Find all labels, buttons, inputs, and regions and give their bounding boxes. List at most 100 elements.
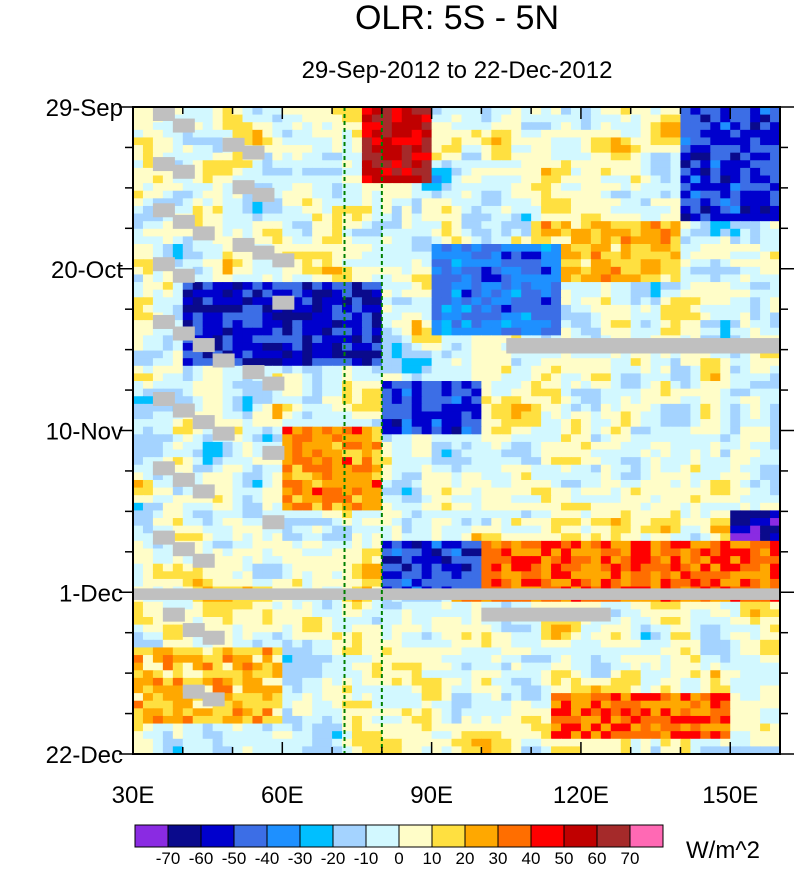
heatmap-cell xyxy=(242,358,254,367)
heatmap-cell xyxy=(570,259,582,268)
heatmap-cell xyxy=(133,266,144,276)
heatmap-cell xyxy=(272,609,283,618)
heatmap-cell xyxy=(391,213,403,222)
heatmap-cell xyxy=(262,426,273,435)
heatmap-cell xyxy=(590,677,602,687)
heatmap-cell xyxy=(152,540,164,550)
heatmap-cell xyxy=(391,556,403,565)
heatmap-cell xyxy=(162,327,174,336)
heatmap-cell xyxy=(411,434,423,443)
heatmap-cell xyxy=(770,434,781,443)
heatmap-cell xyxy=(620,388,632,397)
heatmap-cell xyxy=(730,388,741,397)
heatmap-cell xyxy=(690,670,701,679)
heatmap-cell xyxy=(710,578,721,588)
heatmap-cell xyxy=(152,228,164,237)
heatmap-cell xyxy=(431,563,443,572)
heatmap-cell xyxy=(202,266,214,276)
heatmap-cell xyxy=(252,533,263,542)
heatmap-cell xyxy=(441,632,453,641)
heatmap-cell xyxy=(740,266,751,276)
heatmap-cell xyxy=(381,434,393,443)
heatmap-cell xyxy=(282,487,293,496)
heatmap-cell xyxy=(282,426,293,435)
heatmap-cell xyxy=(760,388,771,397)
heatmap-cell xyxy=(700,190,711,199)
heatmap-cell xyxy=(441,160,453,169)
heatmap-cell xyxy=(531,129,542,139)
heatmap-cell xyxy=(401,213,413,222)
heatmap-cell xyxy=(342,548,353,557)
heatmap-cell xyxy=(491,289,502,298)
heatmap-cell xyxy=(620,616,632,626)
heatmap-cell xyxy=(282,358,293,367)
heatmap-cell xyxy=(650,122,662,131)
heatmap-cell xyxy=(590,396,602,405)
heatmap-cell xyxy=(511,426,522,435)
heatmap-cell xyxy=(610,487,622,496)
heatmap-cell xyxy=(391,388,403,397)
heatmap-cell xyxy=(690,403,701,413)
heatmap-cell xyxy=(610,175,622,184)
heatmap-cell xyxy=(660,205,672,215)
heatmap-cell xyxy=(411,472,423,481)
heatmap-cell xyxy=(133,259,144,268)
heatmap-cell xyxy=(461,320,473,329)
heatmap-cell xyxy=(660,479,672,489)
heatmap-cell xyxy=(720,251,731,260)
heatmap-cell xyxy=(371,685,383,694)
heatmap-cell xyxy=(202,312,214,321)
heatmap-cell xyxy=(242,479,254,489)
heatmap-cell xyxy=(322,449,333,458)
heatmap-cell xyxy=(431,670,443,679)
heatmap-cell xyxy=(152,434,164,443)
heatmap-cell xyxy=(730,518,741,527)
heatmap-cell xyxy=(262,495,273,504)
heatmap-cell xyxy=(222,632,234,641)
heatmap-cell xyxy=(750,251,761,260)
heatmap-cell xyxy=(401,487,413,496)
heatmap-cell xyxy=(162,175,174,184)
heatmap-cell xyxy=(770,578,781,588)
heatmap-cell xyxy=(222,419,234,428)
heatmap-cell xyxy=(491,434,502,443)
heatmap-cell xyxy=(710,137,721,146)
heatmap-cell xyxy=(501,457,512,466)
heatmap-cell xyxy=(361,304,373,314)
heatmap-cell xyxy=(511,190,522,199)
heatmap-cell xyxy=(730,297,741,306)
heatmap-cell xyxy=(521,122,532,131)
heatmap-cell xyxy=(272,495,283,504)
heatmap-cell xyxy=(391,282,403,291)
heatmap-cell xyxy=(212,335,224,344)
heatmap-cell xyxy=(670,259,682,268)
heatmap-cell xyxy=(770,205,781,215)
heatmap-cell xyxy=(182,381,194,390)
heatmap-cell xyxy=(491,114,502,123)
heatmap-cell xyxy=(660,677,672,687)
heatmap-cell xyxy=(461,449,473,458)
heatmap-cell xyxy=(312,639,323,649)
heatmap-cell xyxy=(222,411,234,420)
heatmap-cell xyxy=(640,160,652,169)
heatmap-cell xyxy=(262,457,273,466)
heatmap-cell xyxy=(242,464,254,473)
heatmap-cell xyxy=(561,129,572,139)
heatmap-cell xyxy=(242,601,254,610)
heatmap-cell xyxy=(262,198,273,207)
heatmap-cell xyxy=(322,441,333,451)
heatmap-cell xyxy=(551,107,562,116)
heatmap-cell xyxy=(680,487,692,496)
heatmap-cell xyxy=(720,145,731,154)
heatmap-cell xyxy=(451,342,463,352)
heatmap-cell xyxy=(501,647,512,656)
heatmap-cell xyxy=(282,563,293,572)
heatmap-cell xyxy=(630,350,642,359)
heatmap-cell xyxy=(511,373,522,382)
heatmap-cell xyxy=(461,563,473,572)
heatmap-cell xyxy=(461,137,473,146)
heatmap-cell xyxy=(282,266,293,276)
heatmap-cell xyxy=(441,175,453,184)
heatmap-cell xyxy=(272,426,283,435)
heatmap-cell xyxy=(312,601,323,610)
